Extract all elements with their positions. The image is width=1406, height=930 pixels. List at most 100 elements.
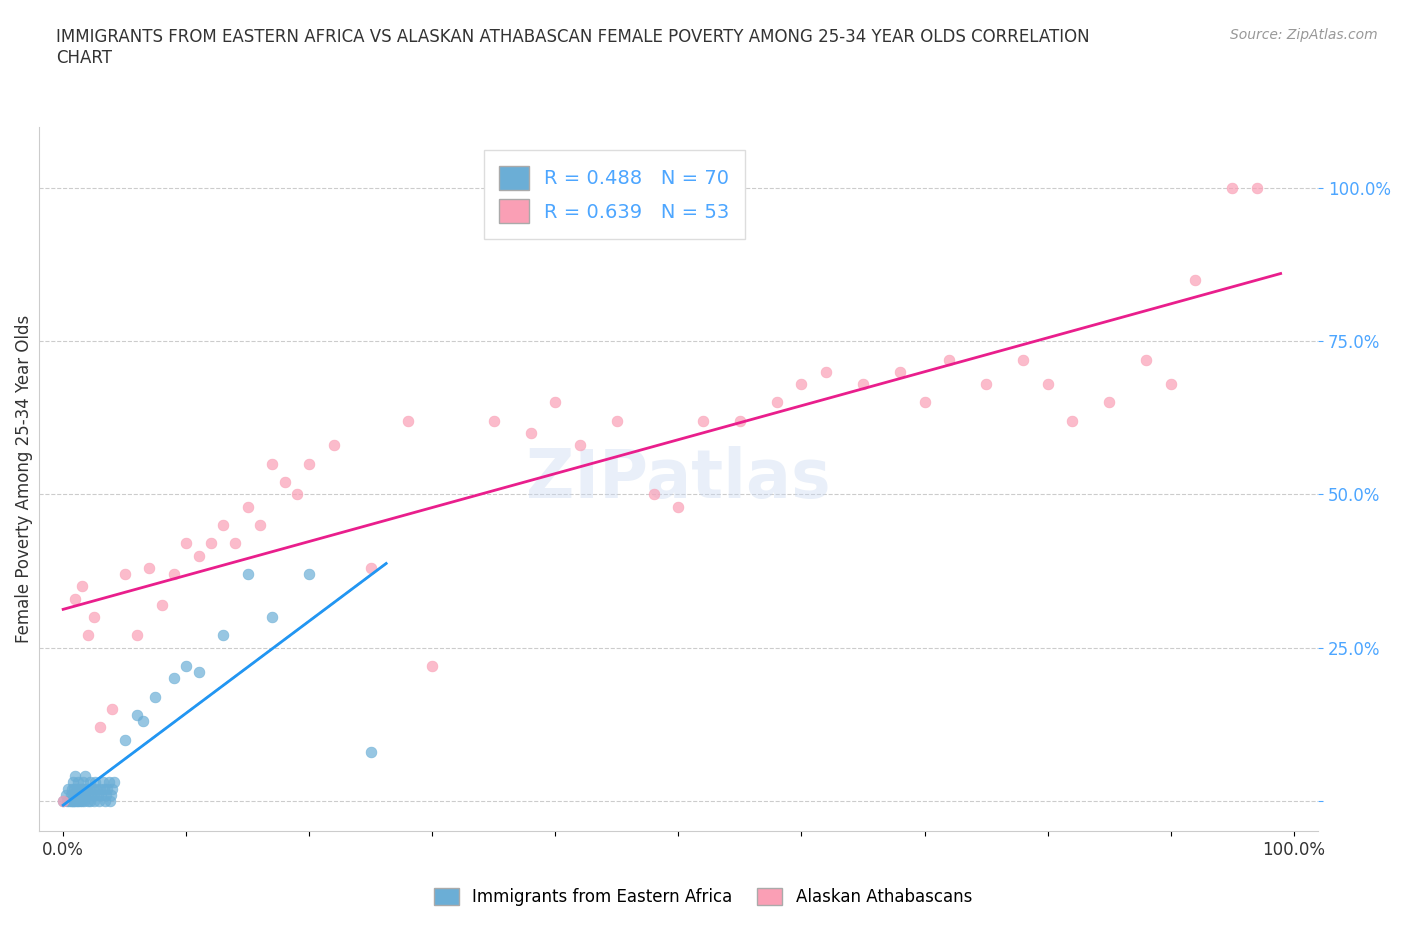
Point (66, 781, 89, 796)
Point (66, 775, 89, 790)
Point (643, 487, 665, 502)
Point (1036, 377, 1059, 392)
Point (86, 781, 108, 796)
Point (145, 689, 167, 704)
Point (96, 781, 118, 796)
Point (236, 566, 259, 581)
Point (938, 352, 960, 367)
Point (569, 438, 592, 453)
Point (52, 793, 75, 808)
Point (80, 788, 103, 803)
Point (62, 793, 84, 808)
Point (69, 788, 91, 803)
Point (1160, 377, 1182, 392)
Point (98, 793, 121, 808)
Point (97, 775, 120, 790)
Point (668, 499, 690, 514)
Point (70, 793, 93, 808)
Point (82, 781, 104, 796)
Point (60, 781, 83, 796)
Point (56, 793, 79, 808)
Point (1246, 180, 1268, 195)
Point (67, 788, 90, 803)
Point (63, 781, 86, 796)
Point (93, 781, 115, 796)
Point (67, 781, 90, 796)
Point (89, 720, 111, 735)
Point (298, 566, 321, 581)
Point (396, 413, 419, 428)
Point (58, 793, 80, 808)
Point (200, 536, 222, 551)
Text: ZIPatlas: ZIPatlas (526, 446, 831, 512)
Point (56, 781, 79, 796)
Point (83, 609, 105, 624)
Point (84, 775, 107, 790)
Point (96, 788, 118, 803)
Point (73, 781, 96, 796)
Point (60, 793, 83, 808)
Point (212, 628, 235, 643)
Point (125, 628, 148, 643)
Point (163, 566, 186, 581)
Point (65, 793, 87, 808)
Point (72, 788, 94, 803)
Point (285, 487, 308, 502)
Point (101, 701, 124, 716)
Point (86, 788, 108, 803)
Point (482, 413, 505, 428)
Point (1220, 180, 1243, 195)
Text: Source: ZipAtlas.com: Source: ZipAtlas.com (1230, 28, 1378, 42)
Point (70, 781, 93, 796)
Point (262, 609, 284, 624)
Point (65, 769, 87, 784)
Point (1135, 352, 1157, 367)
Point (606, 413, 628, 428)
Point (65, 788, 87, 803)
Point (187, 665, 209, 680)
Point (1012, 352, 1035, 367)
Point (187, 548, 209, 563)
Point (1184, 272, 1206, 287)
Point (852, 377, 875, 392)
Point (59, 793, 82, 808)
Point (66, 793, 89, 808)
Point (59, 788, 82, 803)
Legend: R = 0.488   N = 70, R = 0.639   N = 53: R = 0.488 N = 70, R = 0.639 N = 53 (484, 151, 745, 239)
Point (91, 775, 114, 790)
Point (77, 781, 100, 796)
Point (815, 365, 838, 379)
Point (87, 793, 110, 808)
Point (249, 518, 271, 533)
Point (76, 788, 98, 803)
Point (138, 561, 160, 576)
Point (69, 793, 91, 808)
Point (125, 708, 148, 723)
Point (83, 788, 105, 803)
Point (519, 426, 541, 441)
Point (1062, 413, 1084, 428)
Point (174, 536, 197, 551)
Point (72, 775, 94, 790)
Y-axis label: Female Poverty Among 25-34 Year Olds: Female Poverty Among 25-34 Year Olds (15, 315, 32, 644)
Point (114, 732, 136, 747)
Point (974, 377, 997, 392)
Point (322, 438, 344, 453)
Point (73, 793, 96, 808)
Point (132, 713, 155, 728)
Point (150, 597, 173, 612)
Point (62, 775, 84, 790)
Point (1098, 395, 1121, 410)
Point (76, 781, 98, 796)
Point (114, 566, 136, 581)
Point (70, 578, 93, 593)
Point (100, 788, 122, 803)
Point (62, 788, 84, 803)
Point (75, 769, 97, 784)
Point (90, 788, 112, 803)
Point (83, 793, 105, 808)
Point (76, 793, 98, 808)
Point (262, 457, 284, 472)
Legend: Immigrants from Eastern Africa, Alaskan Athabascans: Immigrants from Eastern Africa, Alaskan … (427, 881, 979, 912)
Point (224, 536, 246, 551)
